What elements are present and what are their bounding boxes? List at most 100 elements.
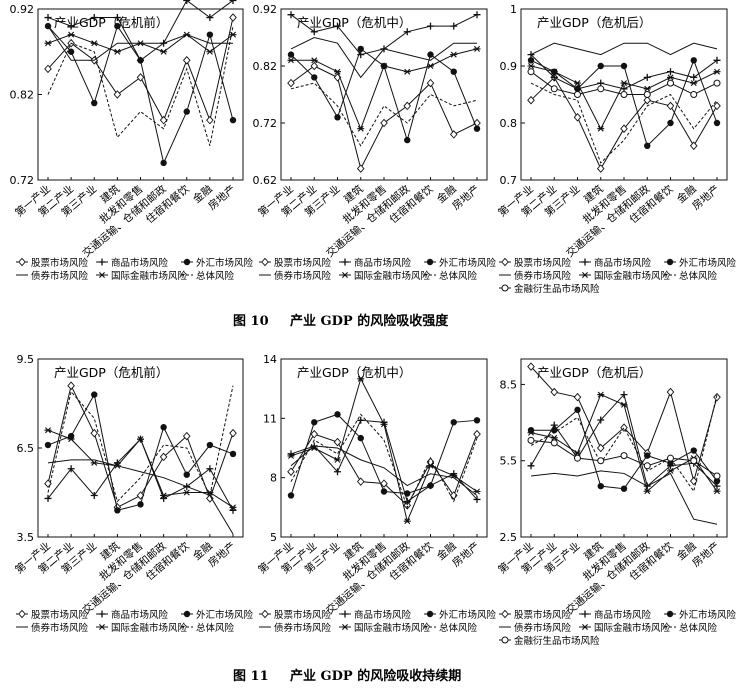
x-category-label: 房地产: [449, 182, 481, 212]
data-point: [229, 504, 237, 511]
data-point: [159, 115, 168, 125]
series-line: [290, 413, 478, 509]
data-point: [450, 68, 457, 75]
data-point: [574, 91, 581, 98]
data-point: [357, 375, 365, 382]
legend-label: 外汇市场风险: [679, 609, 737, 621]
data-point: [334, 468, 341, 476]
data-point: [380, 63, 388, 69]
data-point: [287, 57, 295, 64]
data-point: [427, 482, 434, 489]
data-point: [597, 85, 605, 93]
legend-label: 外汇市场风险: [196, 257, 254, 269]
data-point: [311, 74, 318, 81]
y-tick-label: 0.82: [253, 60, 278, 73]
data-point: [287, 492, 295, 499]
data-point: [183, 31, 191, 38]
plot-frame: [280, 8, 488, 181]
x-category-label: 房地产: [689, 182, 721, 212]
data-point: [356, 164, 365, 173]
data-point: [713, 101, 721, 111]
legend-label: 外汇市场风险: [439, 257, 497, 269]
data-point: [620, 452, 628, 460]
panel-title: 产业GDP（危机后）: [537, 365, 651, 380]
data-point: [574, 80, 581, 87]
y-tick-label: 2.5: [500, 531, 518, 544]
data-point: [380, 479, 388, 488]
data-point: [666, 101, 675, 111]
y-tick-label: 6.5: [17, 442, 35, 455]
legend-swatch-marker: [501, 636, 509, 644]
data-point: [713, 477, 721, 485]
data-point: [206, 14, 214, 22]
legend-swatch-marker: [426, 258, 434, 266]
data-point: [113, 90, 122, 99]
y-tick-label: 11: [263, 412, 277, 425]
data-point: [334, 22, 341, 30]
series-line: [47, 385, 234, 503]
legend-label: 总体风险: [439, 270, 478, 282]
data-point: [450, 51, 458, 58]
legend-label: 国际金融市场风险: [354, 270, 431, 282]
y-tick-label: 0.62: [253, 174, 278, 187]
data-point: [643, 95, 652, 105]
panel-title: 产业GDP（危机后）: [537, 15, 651, 30]
data-point: [67, 31, 75, 38]
legend-label: 债券市场风险: [31, 622, 89, 634]
data-point: [527, 429, 535, 436]
legend-swatch-marker: [98, 610, 106, 618]
data-point: [574, 450, 581, 457]
data-point: [527, 63, 535, 69]
legend-label: 债券市场风险: [31, 270, 89, 282]
data-point: [527, 95, 535, 105]
data-point: [667, 454, 674, 462]
data-point: [229, 428, 237, 438]
panel-title: 产业GDP（危机前）: [54, 15, 168, 30]
data-point: [90, 491, 98, 499]
y-tick-label: 0.9: [500, 60, 518, 73]
legend-swatch-marker: [581, 258, 589, 266]
data-point: [206, 494, 214, 503]
data-point: [573, 113, 582, 122]
data-point: [550, 68, 558, 75]
legend-label: 金融衍生品市场风险: [514, 283, 600, 295]
legend-label: 总体风险: [196, 622, 235, 634]
legend-swatch-marker: [501, 257, 509, 267]
data-point: [334, 114, 341, 121]
data-point: [334, 411, 341, 418]
legend-swatch-marker: [341, 610, 349, 618]
data-point: [67, 381, 75, 390]
data-point: [597, 125, 605, 132]
data-point: [644, 452, 651, 459]
data-point: [113, 14, 121, 22]
legend-label: 国际金融市场风险: [111, 622, 188, 634]
x-category-label: 房地产: [689, 539, 721, 569]
data-point: [620, 485, 628, 492]
data-point: [160, 424, 167, 431]
data-point: [644, 142, 651, 149]
data-point: [620, 391, 628, 399]
caption-text: 产业 GDP 的风险吸收持续期: [290, 668, 461, 684]
data-point: [287, 467, 295, 477]
legend-label: 债券市场风险: [274, 270, 332, 282]
legend-label: 商品市场风险: [111, 257, 169, 269]
legend-label: 债券市场风险: [514, 270, 572, 282]
data-point: [620, 91, 628, 98]
data-point: [597, 416, 605, 424]
data-point: [426, 78, 435, 88]
series-line: [290, 36, 477, 79]
data-point: [67, 48, 75, 55]
data-point: [44, 427, 52, 434]
legend-label: 股票市场风险: [31, 257, 89, 269]
data-point: [287, 78, 295, 88]
legend-label: 债券市场风险: [274, 622, 332, 634]
data-point: [620, 80, 628, 87]
y-tick-label: 3.5: [17, 531, 35, 544]
legend-label: 总体风险: [196, 270, 235, 282]
data-point: [550, 73, 558, 81]
data-point: [473, 417, 481, 424]
legend-label: 商品市场风险: [354, 257, 412, 269]
